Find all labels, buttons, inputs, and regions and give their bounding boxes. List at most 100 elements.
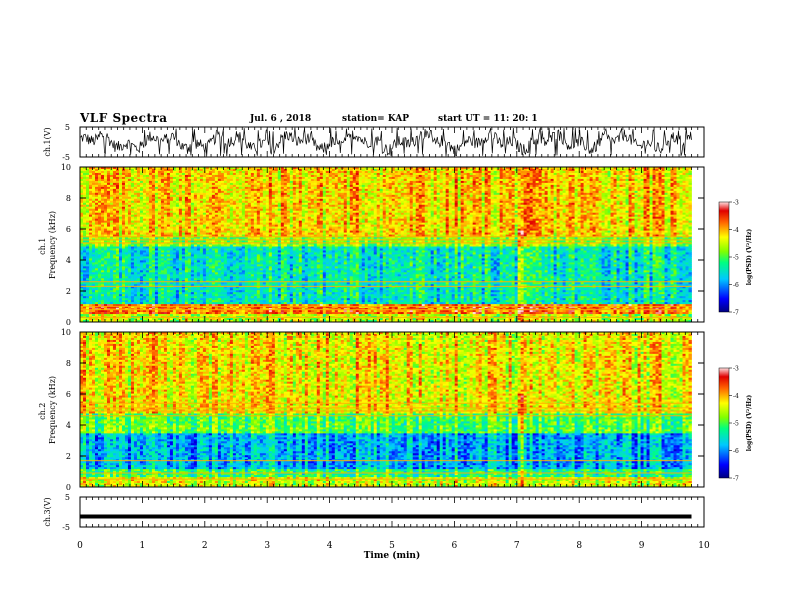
spectrogram-cell: [196, 168, 201, 172]
spectrogram-cell: [124, 296, 129, 299]
spectrogram-cell: [244, 256, 249, 259]
spectrogram-cell: [124, 294, 129, 297]
spectrogram-cell: [220, 190, 225, 194]
spectrogram-cell: [205, 200, 210, 204]
spectrogram-cell: [223, 224, 228, 227]
spectrogram-cell: [205, 290, 210, 293]
spectrogram-cell: [139, 206, 144, 210]
spectrogram-cell: [187, 304, 192, 307]
spectrogram-cell: [196, 234, 201, 237]
spectrogram-cell: [184, 218, 189, 222]
spectrogram-cell: [241, 218, 246, 222]
spectrogram-cell: [181, 180, 186, 184]
spectrogram-cell: [86, 270, 90, 273]
spectrogram-cell: [136, 278, 141, 281]
spectrogram-cell: [265, 184, 270, 188]
spectrogram-cell: [184, 260, 189, 263]
spectrogram-cell: [205, 216, 210, 220]
spectrogram-cell: [175, 194, 180, 198]
spectrogram-cell: [178, 230, 183, 233]
spectrogram-cell: [130, 180, 135, 184]
spectrogram-cell: [229, 276, 234, 279]
spectrogram-cell: [91, 270, 96, 273]
spectrogram-cell: [229, 320, 234, 323]
spectrogram-cell: [178, 194, 183, 198]
spectrogram-cell: [124, 232, 129, 235]
spectrogram-cell: [106, 268, 111, 271]
spectrogram-cell: [83, 244, 87, 247]
spectrogram-cell: [187, 206, 192, 210]
spectrogram-cell: [124, 312, 129, 315]
spectrogram-cell: [80, 306, 84, 309]
spectrogram-cell: [223, 320, 228, 323]
spectrogram-cell: [118, 174, 123, 178]
spectrogram-cell: [94, 206, 99, 210]
spectrogram-cell: [223, 254, 228, 257]
spectrogram-cell: [259, 204, 264, 208]
spectrogram-cell: [241, 214, 246, 218]
spectrogram-cell: [154, 172, 159, 176]
spectrogram-cell: [217, 167, 222, 170]
spectrogram-cell: [124, 300, 129, 303]
spectrogram-cell: [91, 232, 96, 235]
spectrogram-cell: [154, 300, 159, 303]
spectrogram-cell: [199, 230, 204, 233]
spectrogram-cell: [163, 200, 168, 204]
spectrogram-cell: [190, 184, 195, 188]
spectrogram-cell: [121, 242, 126, 245]
spectrogram-cell: [130, 320, 135, 323]
spectrogram-cell: [142, 298, 147, 301]
spectrogram-cell: [241, 200, 246, 204]
spectrogram-cell: [244, 182, 249, 186]
spectrogram-cell: [205, 258, 210, 261]
spectrogram-cell: [217, 242, 222, 245]
spectrogram-cell: [157, 180, 162, 184]
spectrogram-cell: [136, 234, 141, 237]
spectrogram-cell: [106, 298, 111, 301]
spectrogram-cell: [268, 202, 273, 206]
spectrogram-cell: [184, 174, 189, 178]
spectrogram-cell: [139, 314, 144, 317]
spectrogram-cell: [223, 192, 228, 196]
spectrogram-cell: [196, 298, 201, 301]
spectrogram-cell: [253, 184, 258, 188]
spectrogram-cell: [196, 182, 201, 186]
spectrogram-cell: [166, 254, 171, 257]
spectrogram-cell: [265, 188, 270, 192]
spectrogram-cell: [199, 252, 204, 255]
spectrogram-cell: [124, 272, 129, 275]
spectrogram-cell: [80, 174, 84, 178]
spectrogram-cell: [184, 228, 189, 231]
spectrogram-cell: [229, 216, 234, 220]
spectrogram-cell: [148, 222, 153, 225]
spectrogram-cell: [124, 172, 129, 176]
spectrogram-cell: [88, 250, 93, 253]
spectrogram-cell: [157, 276, 162, 279]
spectrogram-cell: [268, 282, 273, 285]
spectrogram-cell: [88, 167, 93, 170]
spectrogram-cell: [226, 218, 231, 222]
spectrogram-cell: [124, 196, 129, 200]
spectrogram-cell: [220, 188, 225, 192]
spectrogram-cell: [256, 314, 261, 317]
spectrogram-cell: [190, 230, 195, 233]
spectrogram-cell: [262, 304, 267, 307]
spectrogram-cell: [265, 282, 270, 285]
spectrogram-cell: [190, 202, 195, 206]
spectrogram-cell: [217, 184, 222, 188]
spectrogram-cell: [139, 226, 144, 229]
spectrogram-cell: [193, 202, 198, 206]
spectrogram-cell: [214, 184, 219, 188]
spectrogram-cell: [214, 224, 219, 227]
spectrogram-cell: [181, 254, 186, 257]
spectrogram-cell: [220, 212, 225, 216]
spectrogram-cell: [223, 268, 228, 271]
spectrogram-cell: [187, 167, 192, 170]
spectrogram-cell: [268, 254, 273, 257]
spectrogram-cell: [223, 244, 228, 247]
spectrogram-cell: [86, 298, 90, 301]
spectrogram-cell: [124, 248, 129, 251]
spectrogram-cell: [169, 184, 174, 188]
spectrogram-cell: [199, 186, 204, 190]
spectrogram-cell: [181, 206, 186, 210]
